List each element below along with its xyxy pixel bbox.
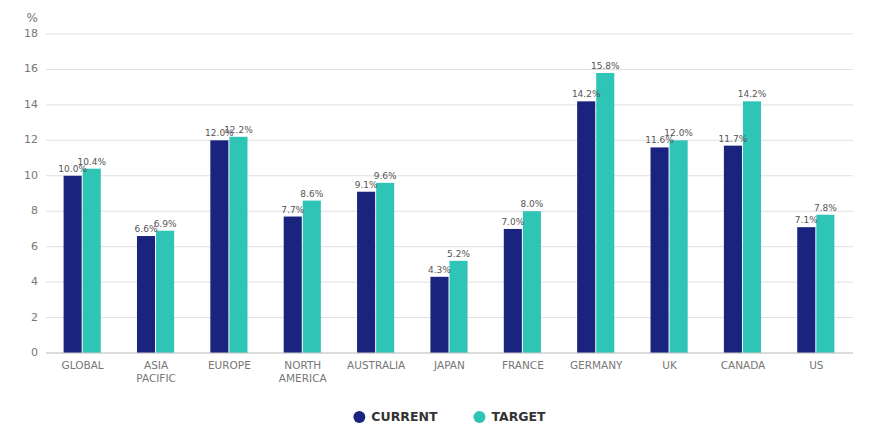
bar <box>504 229 522 353</box>
bar <box>229 137 247 353</box>
x-tick-label: EUROPE <box>208 359 251 371</box>
legend-item: CURRENT <box>353 409 438 424</box>
x-tick-label-line: UK <box>662 359 678 371</box>
bars <box>64 73 835 353</box>
y-tick-label: 14 <box>24 98 38 111</box>
y-tick-label: 8 <box>31 204 38 217</box>
y-tick-label: 18 <box>24 27 38 40</box>
bar <box>83 169 101 353</box>
y-axis-label: % <box>27 11 38 25</box>
bar <box>450 261 468 353</box>
data-label: 4.3% <box>428 265 451 275</box>
x-tick-label: NORTHAMERICA <box>279 359 328 384</box>
x-tick-label-line: GERMANY <box>570 359 623 371</box>
bar <box>137 236 155 353</box>
data-label: 6.9% <box>154 219 177 229</box>
x-tick-label: AUSTRALIA <box>347 359 406 371</box>
bar <box>797 227 815 353</box>
bar <box>156 231 174 353</box>
y-tick-label: 0 <box>31 346 38 359</box>
bar <box>357 192 375 353</box>
x-tick-label-line: ASIA <box>144 359 169 371</box>
data-label: 7.1% <box>795 215 818 225</box>
data-label: 11.7% <box>719 134 748 144</box>
x-tick-label: GLOBAL <box>62 359 104 371</box>
y-tick-label: 12 <box>24 133 38 146</box>
x-tick-label: UK <box>662 359 678 371</box>
x-tick-label: FRANCE <box>502 359 544 371</box>
grid <box>46 34 853 353</box>
data-label: 7.0% <box>501 217 524 227</box>
x-tick-label: JAPAN <box>433 359 465 371</box>
data-label: 14.2% <box>738 89 767 99</box>
x-tick-label-line: JAPAN <box>433 359 465 371</box>
bar <box>577 101 595 353</box>
bar <box>651 147 669 353</box>
bar <box>430 277 448 353</box>
data-label: 5.2% <box>447 249 470 259</box>
legend-swatch <box>473 411 485 423</box>
data-label: 12.2% <box>224 125 253 135</box>
data-label: 9.6% <box>374 171 397 181</box>
x-tick-label: GERMANY <box>570 359 623 371</box>
x-tick-label-line: CANADA <box>721 359 766 371</box>
x-tick-label-line: AMERICA <box>279 372 328 384</box>
x-axis-line <box>46 353 853 354</box>
data-label: 14.2% <box>572 89 601 99</box>
y-tick-label: 16 <box>24 62 38 75</box>
x-tick-label-line: GLOBAL <box>62 359 104 371</box>
y-tick-label: 4 <box>31 275 38 288</box>
y-tick-label: 10 <box>24 169 38 182</box>
x-tick-label: CANADA <box>721 359 766 371</box>
x-tick-label-line: US <box>809 359 824 371</box>
bar <box>670 140 688 353</box>
chart-svg: 024681012141618%10.0%6.6%12.0%7.7%9.1%4.… <box>0 0 869 437</box>
x-tick-label-line: PACIFIC <box>136 372 176 384</box>
x-tick-label: ASIAPACIFIC <box>136 359 176 384</box>
data-label: 15.8% <box>591 61 620 71</box>
data-labels: 10.0%6.6%12.0%7.7%9.1%4.3%7.0%14.2%11.6%… <box>58 61 837 275</box>
data-label: 12.0% <box>664 128 693 138</box>
bar <box>816 215 834 353</box>
grid-line <box>46 104 853 105</box>
x-tick-label-line: AUSTRALIA <box>347 359 406 371</box>
grid-line <box>46 69 853 70</box>
legend-label: CURRENT <box>371 409 438 424</box>
data-label: 7.7% <box>281 205 304 215</box>
data-label: 8.6% <box>300 189 323 199</box>
bar <box>523 211 541 353</box>
data-label: 8.0% <box>520 199 543 209</box>
x-tick-label: US <box>809 359 824 371</box>
data-label: 9.1% <box>355 180 378 190</box>
legend-label: TARGET <box>491 409 546 424</box>
x-tick-label-line: NORTH <box>284 359 321 371</box>
x-tick-label-line: EUROPE <box>208 359 251 371</box>
bar <box>64 176 82 353</box>
legend: CURRENT TARGET <box>353 409 546 424</box>
legend-swatch <box>353 411 365 423</box>
bar <box>210 140 228 353</box>
bar <box>303 201 321 353</box>
y-tick-label: 6 <box>31 240 38 253</box>
data-label: 10.4% <box>77 157 106 167</box>
bar <box>596 73 614 353</box>
bar <box>284 217 302 353</box>
bar <box>724 146 742 353</box>
y-tick-label: 2 <box>31 311 38 324</box>
data-label: 7.8% <box>814 203 837 213</box>
chart-container: 024681012141618%10.0%6.6%12.0%7.7%9.1%4.… <box>0 0 869 437</box>
x-tick-label-line: FRANCE <box>502 359 544 371</box>
grid-line <box>46 353 853 354</box>
bar <box>376 183 394 353</box>
legend-item: TARGET <box>473 409 546 424</box>
grid-line <box>46 34 853 35</box>
